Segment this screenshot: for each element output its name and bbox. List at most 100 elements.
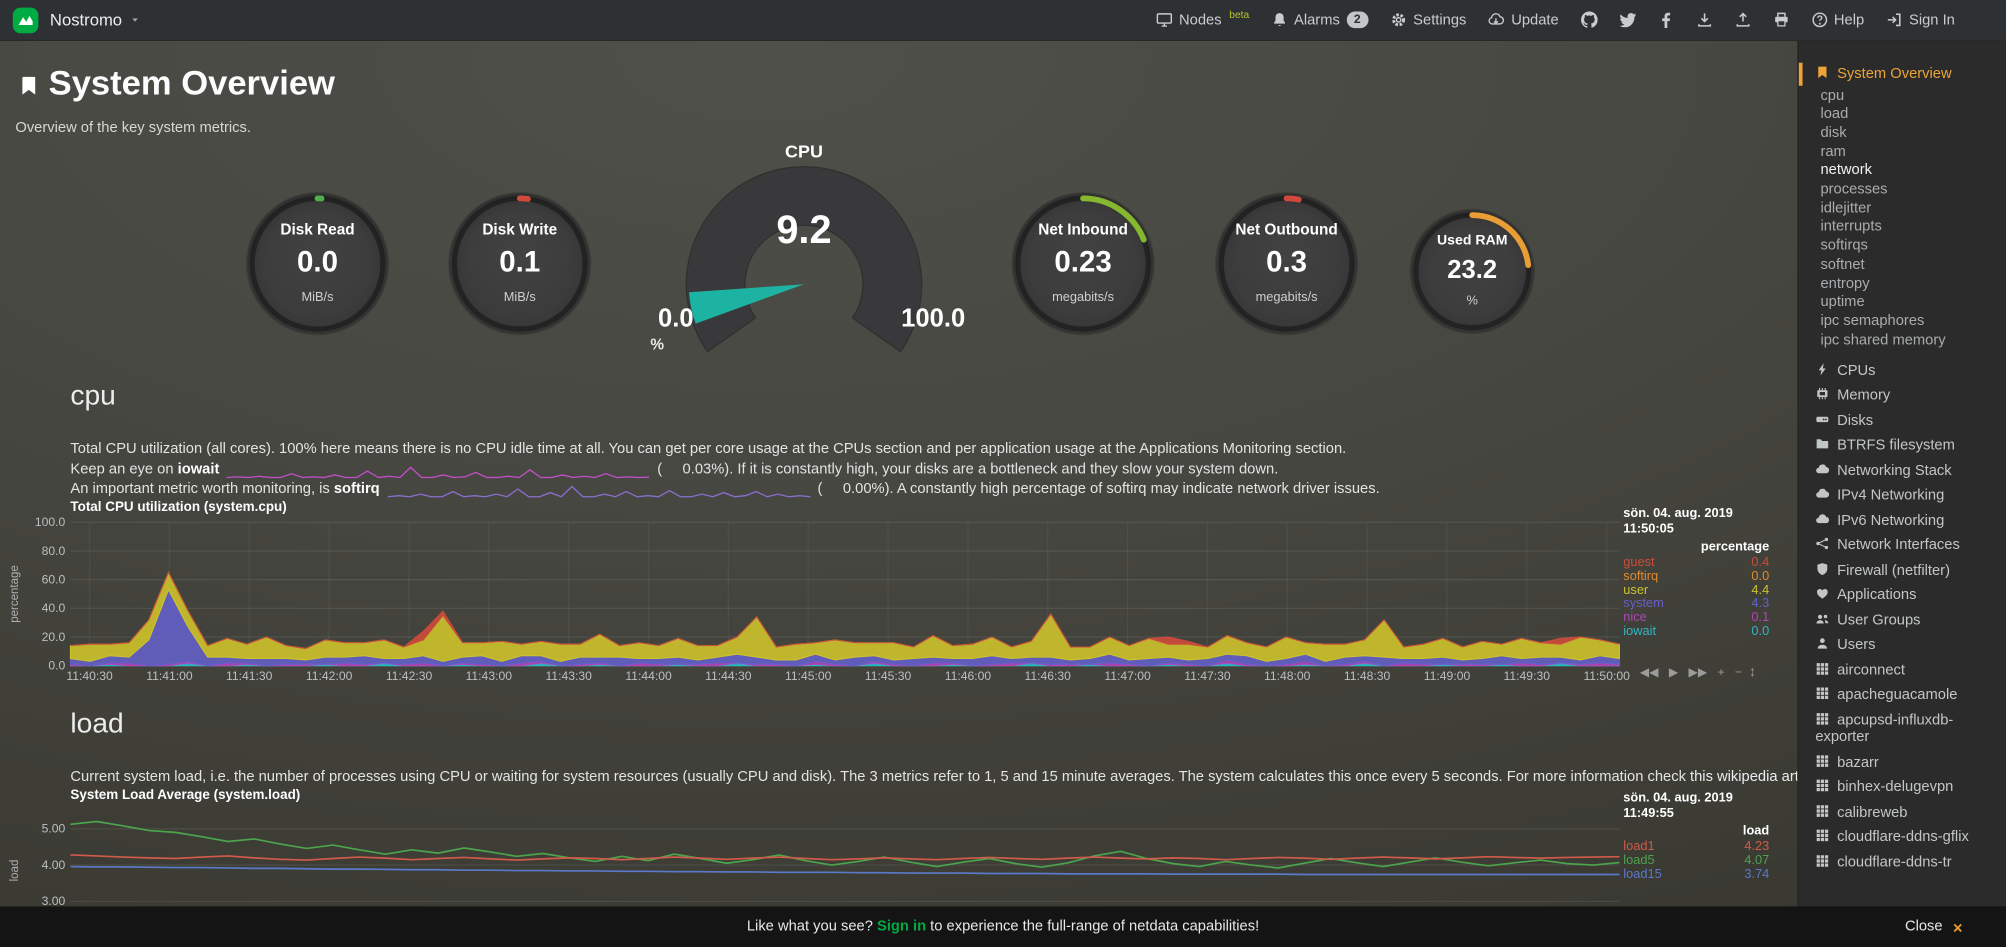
legend-value: 3.74: [1744, 867, 1770, 882]
sidebar-item-apacheguacamole[interactable]: apacheguacamole: [1799, 683, 2006, 708]
gauge-disk-write[interactable]: Disk Write 0.1 MiB/s: [449, 193, 591, 335]
sidebar-item-network[interactable]: network: [1799, 162, 2006, 181]
sidebar-item-label: Network Interfaces: [1837, 538, 1960, 554]
sidebar-item-label: apcupsd-influxdb-exporter: [1815, 712, 1954, 746]
legend-value: 4.07: [1744, 853, 1770, 868]
sidebar-item-ipc-shared-memory[interactable]: ipc shared memory: [1799, 331, 2006, 350]
cpu-chart-resize-handle[interactable]: ↕: [1748, 664, 1756, 680]
legend-row-iowait[interactable]: iowait 0.0: [1623, 625, 1769, 640]
sidebar-item-users[interactable]: Users: [1799, 633, 2006, 658]
sidebar-item-user-groups[interactable]: User Groups: [1799, 609, 2006, 634]
hostname-menu[interactable]: Nostromo: [50, 10, 141, 29]
sidebar-item-cloudflare-ddns-gflix[interactable]: cloudflare-ddns-gflix: [1799, 826, 2006, 851]
sidebar-item-label: BTRFS filesystem: [1837, 438, 1955, 454]
sidebar-item-binhex-delugevpn[interactable]: binhex-delugevpn: [1799, 776, 2006, 801]
play-button[interactable]: ▶: [1668, 665, 1679, 680]
gear-icon: [1390, 12, 1407, 29]
twitter-icon: [1619, 12, 1636, 29]
x-tick-label: 11:49:00: [1424, 669, 1471, 683]
github-button[interactable]: [1580, 12, 1597, 29]
gauge-net-outbound[interactable]: Net Outbound 0.3 megabits/s: [1216, 193, 1358, 335]
cpu-chart[interactable]: 0.0 20.0 40.0 60.0 80.0 100.0 11:40:30 11:41:00…: [0, 512, 1782, 689]
sidebar-item-networking-stack[interactable]: Networking Stack: [1799, 459, 2006, 484]
sidebar-item-softirqs[interactable]: softirqs: [1799, 237, 2006, 256]
question-icon: [1811, 12, 1828, 29]
alarms-button[interactable]: Alarms 2: [1271, 11, 1369, 29]
sidebar-item-memory[interactable]: Memory: [1799, 384, 2006, 409]
help-button[interactable]: Help: [1811, 12, 1864, 29]
netdata-logo-icon[interactable]: [12, 7, 39, 33]
gauge-value: 0.23: [1054, 244, 1112, 278]
sidebar-item-network-interfaces[interactable]: Network Interfaces: [1799, 534, 2006, 559]
zoom-in-button[interactable]: +: [1717, 665, 1725, 680]
legend-row-softirq[interactable]: softirq 0.0: [1623, 570, 1769, 585]
sidebar-item-disk[interactable]: disk: [1799, 124, 2006, 143]
sidebar-item-apcupsd-influxdb-exporter[interactable]: apcupsd-influxdb-exporter: [1799, 708, 2006, 750]
sidebar-item-uptime[interactable]: uptime: [1799, 293, 2006, 312]
update-button[interactable]: Update: [1488, 12, 1559, 29]
load-chart[interactable]: 3.00 4.00 5.00 load: [0, 807, 1782, 947]
sidebar-item-ipc-semaphores[interactable]: ipc semaphores: [1799, 312, 2006, 331]
series-load15: [70, 865, 1620, 876]
facebook-button[interactable]: [1657, 12, 1674, 29]
gauge-used-ram[interactable]: Used RAM 23.2%: [1410, 209, 1534, 333]
sidebar-item-bazarr[interactable]: bazarr: [1799, 751, 2006, 776]
sidebar-item-ipv6-networking[interactable]: IPv6 Networking: [1799, 509, 2006, 534]
sidebar-item-cloudflare-ddns-tr[interactable]: cloudflare-ddns-tr: [1799, 850, 2006, 875]
legend-row-nice[interactable]: nice 0.1: [1623, 610, 1769, 626]
cpu-desc-line1: Total CPU utilization (all cores). 100% …: [70, 441, 1347, 458]
import-snapshot-button[interactable]: [1734, 12, 1751, 29]
legend-row-load1[interactable]: load1 4.23: [1623, 840, 1769, 855]
sidebar-item-entropy[interactable]: entropy: [1799, 275, 2006, 294]
grid-icon: [1815, 754, 1829, 768]
legend-row-load15[interactable]: load15 3.74: [1623, 867, 1770, 883]
sidebar-item-btrfs-filesystem[interactable]: BTRFS filesystem: [1799, 434, 2006, 459]
legend-row-load5[interactable]: load5 4.07: [1623, 853, 1770, 869]
legend-row-user[interactable]: user 4.4: [1623, 584, 1769, 599]
sidebar-item-cpu[interactable]: cpu: [1799, 86, 2006, 105]
sidebar-item-airconnect[interactable]: airconnect: [1799, 658, 2006, 683]
softirq-sparkline[interactable]: [387, 482, 810, 499]
sidebar-item-applications[interactable]: Applications: [1799, 584, 2006, 609]
print-button[interactable]: [1772, 12, 1789, 29]
x-tick-label: 11:47:30: [1184, 669, 1231, 683]
gauge-net-inbound[interactable]: Net Inbound 0.23 megabits/s: [1012, 193, 1154, 335]
gauge-disk-read[interactable]: Disk Read 0.0 MiB/s: [247, 193, 388, 335]
sidebar-item-load[interactable]: load: [1799, 105, 2006, 124]
sign-in-link[interactable]: Sign in: [876, 919, 927, 935]
sidebar-item-ram[interactable]: ram: [1799, 143, 2006, 162]
rewind-button[interactable]: ◀◀: [1639, 665, 1659, 680]
legend-name: nice: [1623, 610, 1647, 625]
cpu-desc-line3: An important metric worth monitoring, is…: [70, 480, 1380, 500]
sidebar-item-softnet[interactable]: softnet: [1799, 256, 2006, 275]
signin-button[interactable]: Sign In: [1886, 12, 1955, 29]
sidebar-item-calibreweb[interactable]: calibreweb: [1799, 801, 2006, 826]
banner-close-button[interactable]: Close ×: [1905, 906, 1963, 947]
sidebar-item-firewall-netfilter-[interactable]: Firewall (netfilter): [1799, 559, 2006, 584]
sidebar-item-system-overview[interactable]: System Overview: [1798, 61, 2006, 86]
gauge-unit: megabits/s: [1255, 290, 1318, 305]
sidebar-menu: System Overview cpu load disk ram network proc…: [1798, 61, 2006, 875]
sidebar-item-cpus[interactable]: CPUs: [1799, 359, 2006, 384]
legend-row-guest[interactable]: guest 0.4: [1623, 555, 1770, 571]
legend-value: 0.4: [1751, 555, 1770, 570]
fast-forward-button[interactable]: ▶▶: [1688, 665, 1708, 680]
cpu-desc-line2: Keep an eye on iowait ( 0.03%). If it is …: [70, 460, 1379, 480]
gauge-cpu[interactable]: CPU 9.2 0.0 100.0 %: [650, 141, 965, 371]
sidebar-item-disks[interactable]: Disks: [1799, 409, 2006, 434]
iowait-sparkline[interactable]: [227, 462, 650, 479]
legend-row-system[interactable]: system 4.3: [1623, 597, 1769, 612]
sidebar-item-idlejitter[interactable]: idlejitter: [1799, 199, 2006, 218]
section-heading-load: load: [70, 706, 124, 739]
sidebar-item-label: System Overview: [1837, 65, 1952, 82]
sidebar-item-ipv4-networking[interactable]: IPv4 Networking: [1799, 484, 2006, 509]
settings-button[interactable]: Settings: [1390, 12, 1466, 29]
twitter-button[interactable]: [1619, 12, 1636, 29]
sidebar-item-processes[interactable]: processes: [1799, 181, 2006, 200]
nodes-button[interactable]: Nodes beta: [1156, 9, 1249, 29]
zoom-out-button[interactable]: −: [1734, 665, 1742, 680]
y-tick-label: 4.00: [42, 858, 66, 872]
export-snapshot-button[interactable]: [1696, 12, 1713, 29]
sidebar-item-interrupts[interactable]: interrupts: [1799, 218, 2006, 237]
